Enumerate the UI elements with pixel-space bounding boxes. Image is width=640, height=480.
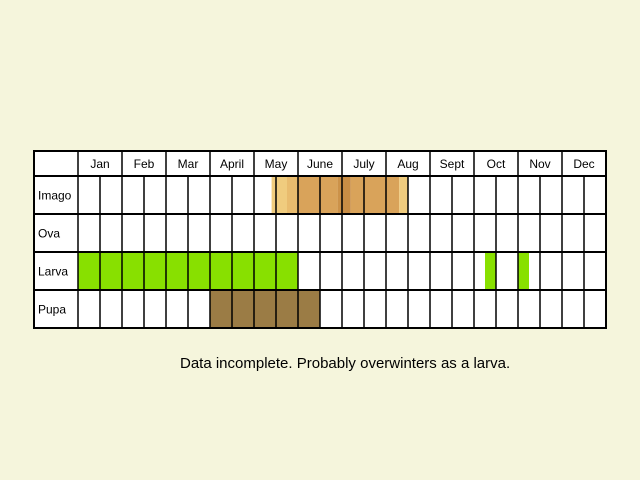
- month-label-may: May: [265, 157, 288, 171]
- month-label-nov: Nov: [529, 157, 550, 171]
- month-label-aug: Aug: [397, 157, 418, 171]
- span-imago: [298, 176, 338, 214]
- row-label-imago: Imago: [38, 189, 72, 203]
- span-imago: [342, 176, 351, 214]
- month-label-june: June: [307, 157, 333, 171]
- row-label-pupa: Pupa: [38, 303, 66, 317]
- month-label-mar: Mar: [178, 157, 199, 171]
- span-larva: [518, 252, 529, 290]
- span-imago: [337, 176, 342, 214]
- month-label-dec: Dec: [573, 157, 594, 171]
- span-imago: [350, 176, 400, 214]
- span-larva: [485, 252, 496, 290]
- month-label-april: April: [220, 157, 244, 171]
- month-label-sept: Sept: [440, 157, 465, 171]
- month-label-oct: Oct: [487, 157, 506, 171]
- row-label-larva: Larva: [38, 265, 68, 279]
- month-label-july: July: [353, 157, 374, 171]
- span-imago: [271, 176, 287, 214]
- span-imago: [287, 176, 298, 214]
- month-label-feb: Feb: [134, 157, 155, 171]
- row-label-ova: Ova: [38, 227, 60, 241]
- chart-note: Data incomplete. Probably overwinters as…: [180, 355, 511, 372]
- span-imago: [399, 176, 408, 214]
- span-pupa: [210, 290, 320, 328]
- month-label-jan: Jan: [90, 157, 109, 171]
